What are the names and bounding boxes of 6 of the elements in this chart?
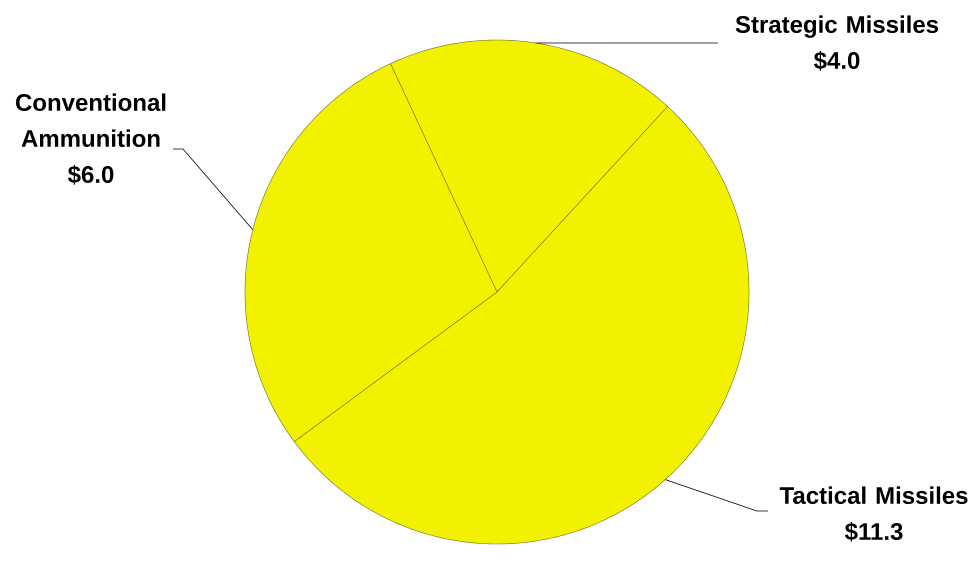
- slice-label: Strategic Missiles: [736, 15, 938, 38]
- data-label: $4.0: [814, 50, 860, 71]
- slice-label: Tactical Missiles: [780, 486, 968, 504]
- data-label: $11.3: [844, 522, 903, 542]
- slice-label: Conventional Ammunition: [16, 93, 166, 148]
- data-label: $6.0: [68, 164, 114, 185]
